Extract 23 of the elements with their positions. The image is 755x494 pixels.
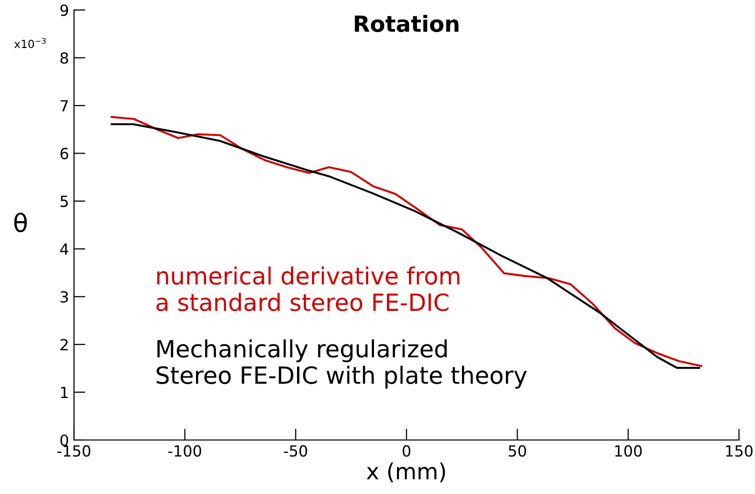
y-tick-label: 6: [60, 148, 68, 160]
x-tick-label: 150: [726, 445, 753, 457]
series-label: numerical derivative from a standard stereo FE-DIC: [156, 266, 460, 312]
y-tick-label: 2: [60, 338, 68, 350]
x-axis-title: x (mm): [366, 462, 446, 482]
y-tick-label: 3: [60, 291, 68, 303]
x-tick-label: 100: [615, 445, 642, 457]
x-tick-label: 50: [508, 445, 526, 457]
y-tick-label: 0: [60, 434, 68, 446]
y-tick-label: 9: [60, 4, 68, 16]
y-tick-label: 8: [60, 52, 68, 64]
x-tick-label: -150: [57, 445, 90, 457]
text: x10$^{−3}$: [14, 38, 46, 48]
y-tick-label: 5: [60, 196, 68, 208]
chart-title: Rotation: [354, 14, 458, 32]
x-tick-label: 0: [402, 445, 410, 457]
x-tick-label: -100: [168, 445, 202, 457]
y-tick-label: 7: [60, 100, 68, 112]
y-tick-label: 4: [60, 244, 68, 255]
y-axis-title: θ: [14, 212, 27, 232]
y-tick-label: 1: [61, 386, 68, 398]
text: Mechanically regularized Stereo FE-DIC with plate theory: [156, 339, 527, 389]
x-tick-label: -50: [284, 445, 308, 457]
